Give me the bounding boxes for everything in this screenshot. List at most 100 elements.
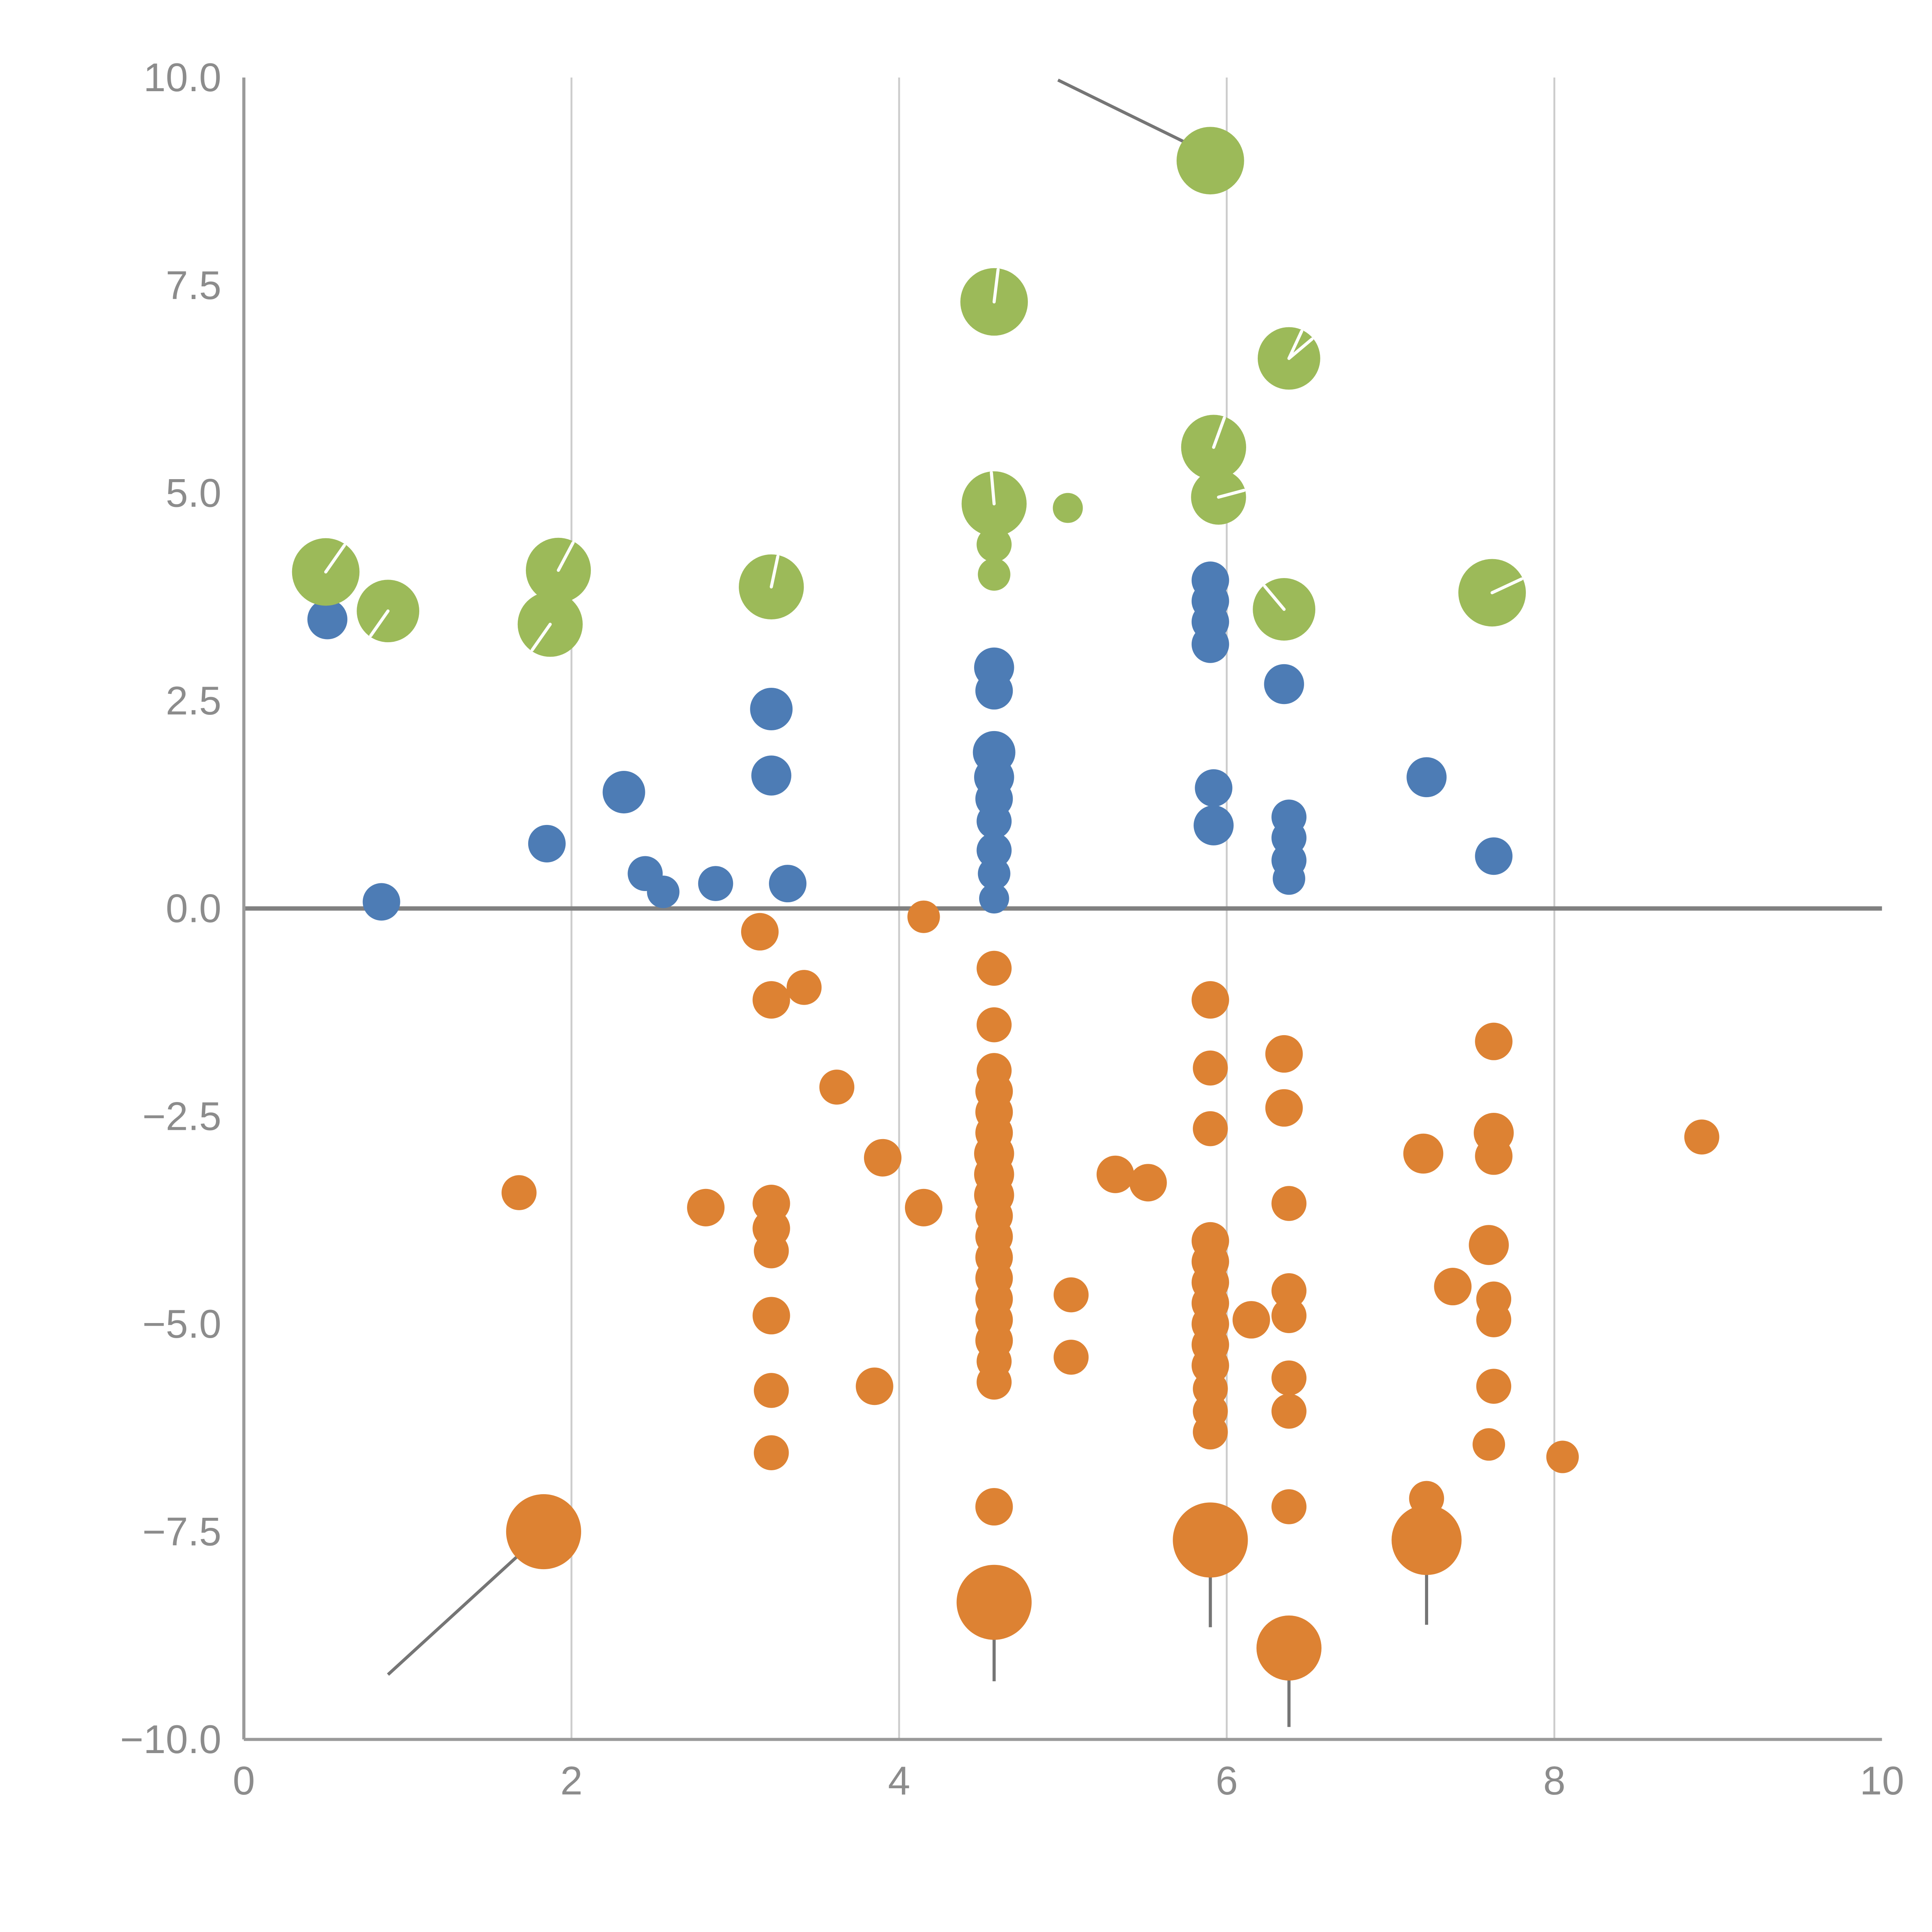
data-point-orange: [1271, 1273, 1307, 1308]
data-point-orange: [1434, 1268, 1472, 1306]
data-point-blue: [769, 865, 807, 903]
data-point-orange: [1475, 1022, 1513, 1060]
y-tick-label: −7.5: [142, 1509, 221, 1554]
data-point-blue: [978, 857, 1010, 890]
data-point-orange: [752, 1297, 790, 1335]
data-point-green: [1176, 127, 1244, 195]
data-point-orange: [1475, 1137, 1513, 1175]
data-point-orange: [1129, 1164, 1167, 1202]
bubble-needle-line: [1287, 330, 1303, 360]
data-point-blue: [1194, 805, 1234, 845]
data-point-orange: [1546, 1440, 1579, 1473]
bubble-needle-line: [1212, 416, 1226, 449]
data-point-orange: [501, 1175, 537, 1210]
data-point-orange: [506, 1494, 581, 1570]
data-point-blue: [750, 688, 793, 731]
data-point-orange: [1193, 1111, 1228, 1146]
y-tick-label: 0.0: [166, 886, 221, 931]
data-point-orange: [1469, 1225, 1509, 1265]
bubble-needle-line: [1263, 585, 1286, 611]
data-point-orange: [753, 1373, 789, 1408]
data-point-orange: [1476, 1302, 1512, 1337]
data-point-blue: [307, 599, 348, 639]
data-point-orange: [1271, 1186, 1307, 1221]
data-point-orange: [1476, 1369, 1512, 1404]
data-point-blue: [647, 876, 680, 908]
bubble-needle-line: [992, 268, 1000, 304]
data-point-orange: [741, 913, 779, 951]
data-point-blue: [698, 866, 733, 901]
data-point-orange: [1391, 1505, 1462, 1575]
data-point-green: [976, 527, 1012, 562]
data-point-blue: [1195, 769, 1233, 807]
data-point-orange: [1271, 1489, 1307, 1524]
data-point-blue: [1191, 625, 1229, 663]
bubble-needle-line: [770, 554, 780, 588]
data-point-orange: [1193, 1414, 1228, 1450]
data-point-orange: [687, 1189, 725, 1226]
bubble-needle-line: [1287, 337, 1314, 360]
bubble-needle-line: [531, 622, 552, 651]
data-point-orange: [1271, 1298, 1307, 1333]
data-point-orange: [819, 1070, 855, 1105]
data-point-orange: [956, 1565, 1032, 1640]
data-point-green: [1053, 493, 1083, 523]
data-point-orange: [1265, 1089, 1303, 1127]
data-point-orange: [1053, 1340, 1089, 1375]
data-point-orange: [1191, 981, 1229, 1019]
annotation-line: [1057, 78, 1203, 152]
data-point-orange: [1271, 1393, 1307, 1429]
data-point-blue: [1406, 757, 1447, 798]
data-point-orange: [907, 900, 940, 933]
data-point-orange: [1053, 1277, 1089, 1313]
x-tick-label: 0: [233, 1758, 255, 1803]
data-point-orange: [1271, 1360, 1307, 1396]
y-tick-label: 2.5: [166, 678, 221, 723]
data-point-blue: [975, 672, 1013, 710]
bubble-needle-line: [324, 544, 346, 574]
data-point-orange: [1173, 1502, 1248, 1578]
bubble-needle-line: [369, 609, 390, 637]
y-tick-label: 10.0: [143, 55, 221, 100]
x-tick-label: 2: [560, 1758, 583, 1803]
data-point-blue: [976, 833, 1012, 868]
data-point-orange: [855, 1367, 893, 1405]
y-tick-label: −10.0: [120, 1717, 221, 1762]
data-point-orange: [1232, 1301, 1270, 1339]
data-point-orange: [753, 1435, 789, 1471]
data-point-orange: [753, 1233, 789, 1269]
data-point-blue: [528, 825, 566, 862]
data-point-orange: [1403, 1133, 1444, 1174]
y-tick-label: 5.0: [166, 470, 221, 515]
data-point-blue: [1475, 837, 1513, 875]
data-point-orange: [976, 1007, 1012, 1043]
x-tick-label: 4: [888, 1758, 910, 1803]
y-tick-label: −5.0: [142, 1301, 221, 1346]
y-tick-label: 7.5: [166, 263, 221, 308]
data-point-orange: [1684, 1119, 1719, 1155]
data-point-orange: [786, 970, 822, 1005]
y-tick-label: −2.5: [142, 1094, 221, 1138]
data-point-orange: [864, 1139, 902, 1177]
data-point-blue: [1272, 862, 1305, 895]
x-tick-label: 6: [1216, 1758, 1238, 1803]
bubble-needle-line: [1217, 489, 1246, 499]
data-point-orange: [1473, 1428, 1505, 1461]
x-tick-label: 8: [1543, 1758, 1566, 1803]
data-point-blue: [976, 804, 1012, 839]
data-point-green: [978, 558, 1010, 591]
data-point-orange: [975, 1488, 1013, 1526]
data-point-orange: [1256, 1615, 1321, 1681]
data-point-orange: [1193, 1050, 1228, 1086]
x-tick-label: 10: [1860, 1758, 1904, 1803]
data-point-orange: [1096, 1155, 1134, 1193]
data-point-orange: [976, 1364, 1012, 1400]
data-point-orange: [976, 951, 1012, 986]
data-point-orange: [1265, 1035, 1303, 1073]
data-point-orange: [905, 1189, 942, 1226]
bubble-needle-line: [990, 471, 996, 505]
data-point-blue: [1264, 664, 1304, 704]
data-point-orange: [752, 981, 790, 1019]
